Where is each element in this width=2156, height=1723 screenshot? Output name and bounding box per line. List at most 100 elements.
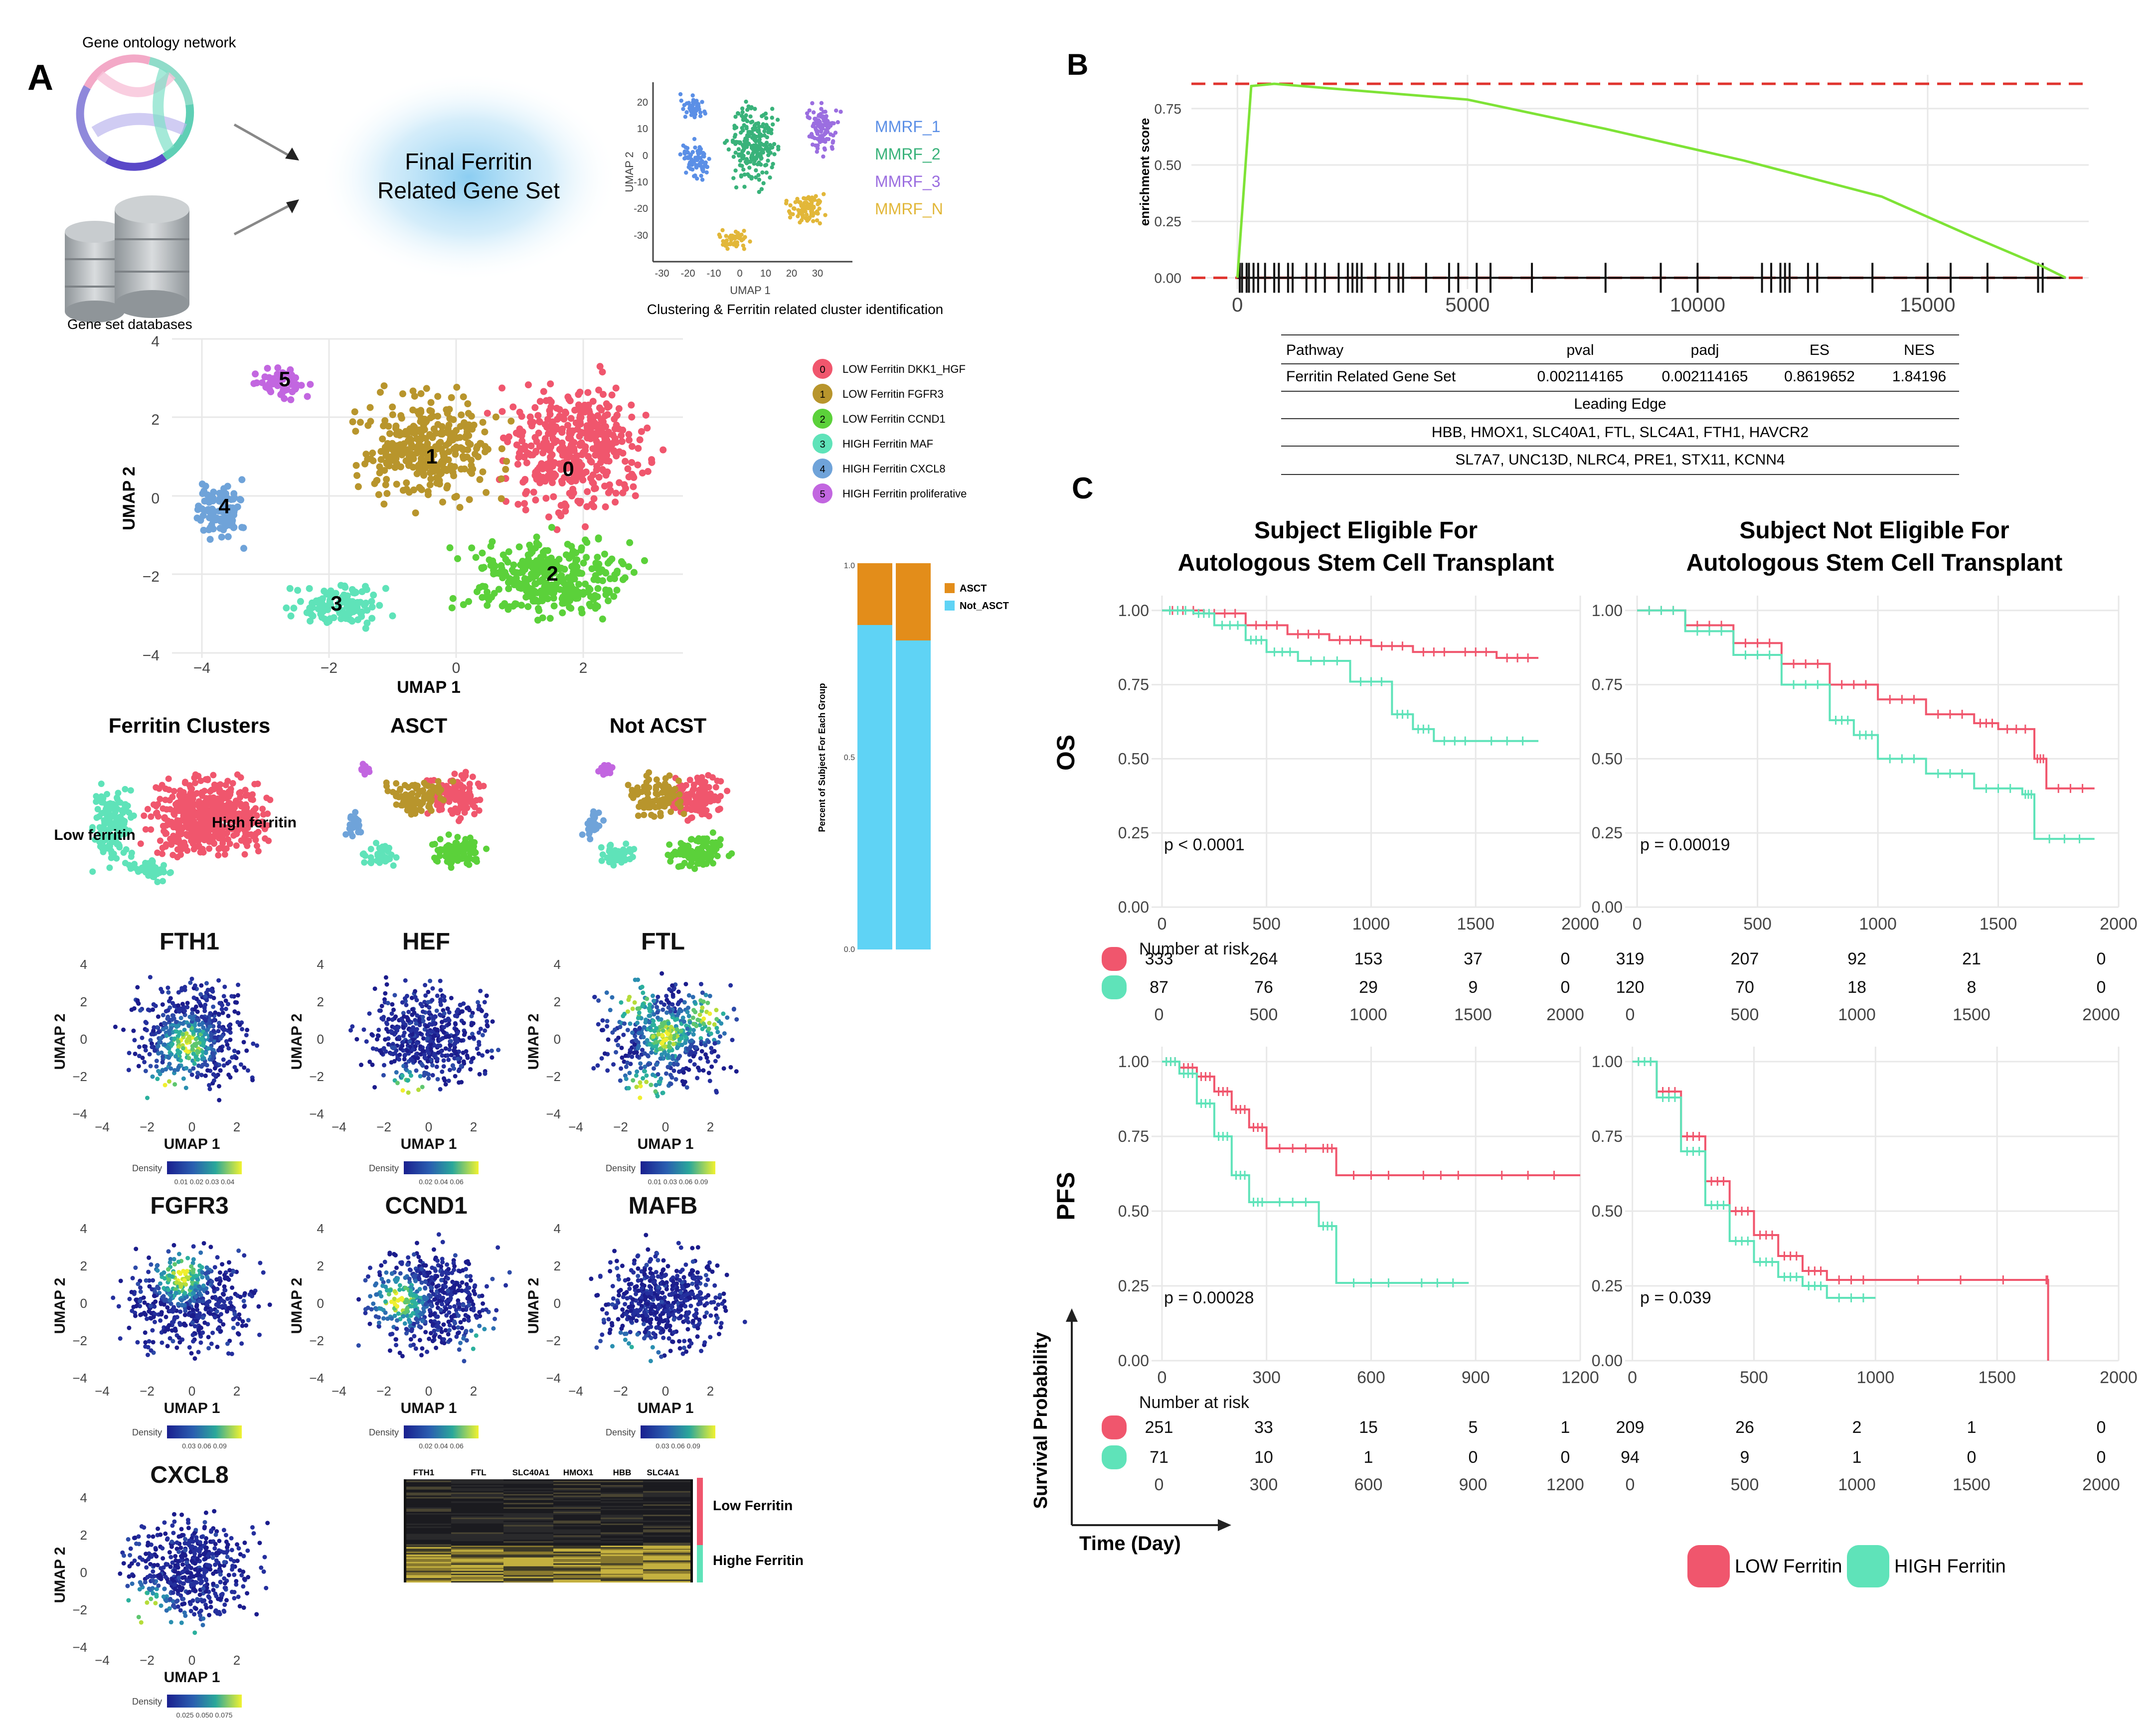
density-point bbox=[167, 1032, 172, 1037]
cell-point bbox=[442, 846, 449, 853]
cell-point bbox=[728, 850, 735, 857]
cell-point bbox=[237, 794, 244, 801]
mmrf-point bbox=[818, 221, 822, 226]
mmrf-point bbox=[742, 247, 746, 251]
cell-point bbox=[237, 789, 244, 796]
cell-point bbox=[531, 404, 539, 411]
cell-point bbox=[498, 495, 505, 502]
density-point bbox=[438, 988, 443, 993]
cell-point bbox=[579, 831, 586, 838]
cell-point bbox=[468, 544, 476, 552]
density-ytick: −2 bbox=[309, 1069, 324, 1084]
cell-point bbox=[370, 591, 377, 599]
cell-point bbox=[483, 489, 490, 496]
density-point bbox=[453, 1022, 458, 1027]
density-point bbox=[621, 1014, 626, 1019]
mmrf-point bbox=[811, 123, 816, 128]
cell-point bbox=[363, 586, 370, 593]
density-point bbox=[435, 1077, 440, 1082]
cell-point bbox=[578, 609, 586, 617]
density-point bbox=[712, 1022, 717, 1027]
cell-point bbox=[512, 601, 520, 608]
density-point bbox=[691, 1032, 696, 1037]
density-point bbox=[199, 1073, 204, 1078]
cell-point bbox=[628, 459, 636, 466]
mmrf-point bbox=[752, 127, 757, 132]
density-point bbox=[186, 1056, 191, 1061]
cluster-label-5: 5 bbox=[279, 367, 290, 391]
cell-point bbox=[159, 850, 166, 857]
density-point bbox=[463, 1030, 468, 1035]
density-point bbox=[412, 1010, 417, 1015]
density-point bbox=[207, 1087, 212, 1092]
mmrf-point bbox=[815, 130, 819, 134]
density-point bbox=[180, 1001, 185, 1006]
cell-point bbox=[233, 830, 240, 837]
legend-num: 4 bbox=[820, 464, 825, 475]
density-ytick: 4 bbox=[80, 957, 87, 972]
mmrf-point bbox=[811, 219, 816, 223]
cell-point bbox=[107, 805, 114, 812]
cell-point bbox=[319, 595, 327, 603]
cell-point bbox=[122, 785, 129, 792]
density-point bbox=[479, 1008, 484, 1013]
density-point bbox=[184, 1031, 189, 1036]
mmrf-point bbox=[754, 168, 758, 172]
density-point bbox=[665, 1053, 670, 1058]
mmrf-point bbox=[681, 143, 685, 148]
density-point bbox=[229, 994, 234, 999]
cell-point bbox=[504, 579, 512, 586]
cell-point bbox=[607, 575, 614, 583]
cell-point bbox=[553, 526, 561, 533]
density-point bbox=[201, 1043, 206, 1048]
cell-point bbox=[183, 831, 190, 838]
density-point bbox=[137, 1044, 142, 1049]
cell-point bbox=[445, 456, 452, 464]
density-point bbox=[376, 1027, 381, 1032]
density-point bbox=[212, 1035, 217, 1040]
cell-point bbox=[178, 827, 185, 834]
cell-point bbox=[364, 422, 372, 429]
density-point bbox=[600, 1018, 605, 1023]
density-point bbox=[414, 1041, 419, 1046]
cell-point bbox=[333, 605, 341, 613]
density-point bbox=[168, 1026, 173, 1031]
mmrf-point bbox=[791, 212, 795, 216]
cell-point bbox=[193, 790, 200, 797]
density-point bbox=[232, 1065, 237, 1070]
density-point bbox=[203, 1051, 208, 1056]
cell-point bbox=[473, 445, 481, 453]
cell-point bbox=[556, 413, 563, 420]
density-point bbox=[184, 1066, 189, 1071]
cell-point bbox=[376, 463, 383, 470]
mmrf-point bbox=[702, 154, 706, 159]
cell-point bbox=[412, 509, 419, 517]
cell-point bbox=[630, 569, 638, 576]
mmrf-point bbox=[736, 147, 741, 152]
mmrf-point bbox=[812, 204, 816, 209]
density-point bbox=[638, 1096, 643, 1100]
mmrf-xtick: 30 bbox=[812, 268, 823, 279]
cell-point bbox=[397, 463, 404, 470]
mmrf-xlabel: UMAP 1 bbox=[730, 284, 771, 297]
mmrf-point bbox=[697, 162, 702, 167]
mmrf-ytick: 20 bbox=[637, 97, 648, 108]
cell-point bbox=[402, 449, 410, 456]
density-point bbox=[177, 1050, 182, 1055]
cell-point bbox=[413, 435, 421, 443]
density-point bbox=[448, 1043, 453, 1048]
density-point bbox=[197, 1022, 202, 1027]
density-point bbox=[664, 993, 669, 998]
density-point bbox=[178, 1058, 183, 1063]
density-point bbox=[400, 1000, 405, 1005]
cell-point bbox=[602, 503, 609, 510]
density-point bbox=[706, 1026, 711, 1031]
density-point bbox=[478, 1026, 483, 1031]
cell-point bbox=[435, 778, 442, 785]
cell-point bbox=[693, 800, 700, 807]
density-point bbox=[197, 1028, 202, 1033]
cell-point bbox=[127, 787, 134, 794]
cell-point bbox=[588, 459, 595, 466]
mmrf-point bbox=[694, 165, 698, 169]
density-point bbox=[216, 1012, 221, 1017]
